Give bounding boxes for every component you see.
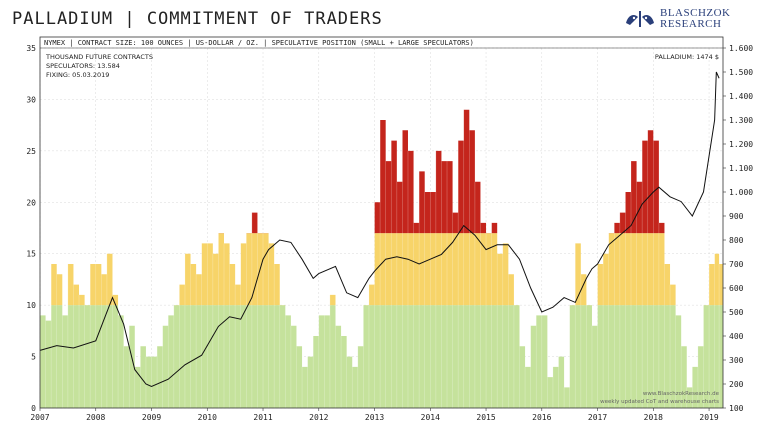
x-axis-ticks: 2007 2008 2009 2010 2011 2012 2013 2014 2015 2016… — [30, 408, 719, 422]
y-right-tick-label: 1.100 — [729, 164, 753, 173]
annotation-fixing: FIXING: 05.03.2019 — [46, 71, 109, 79]
y-left-tick-label: 10 — [26, 301, 36, 310]
y-right-tick-label: 1.400 — [729, 92, 753, 101]
y-left-tick-label: 15 — [26, 250, 36, 259]
watermark-url: www.BlaschzokResearch.de — [643, 391, 720, 397]
y-right-tick-label: 1.200 — [729, 140, 753, 149]
x-tick-label: 2015 — [476, 413, 495, 422]
palladium-price-line — [39, 71, 720, 387]
watermark-subtitle: weekly updated CoT and warehouse charts — [600, 399, 719, 405]
chart-title: PALLADIUM | COMMITMENT OF TRADERS — [12, 9, 383, 29]
y-right-tick-label: 400 — [729, 332, 744, 341]
speculators-band — [40, 233, 723, 306]
x-tick-label: 2017 — [588, 413, 607, 422]
y-right-tick-label: 1.000 — [729, 188, 753, 197]
x-tick-label: 2018 — [644, 413, 663, 422]
x-tick-label: 2019 — [699, 413, 718, 422]
plot-frame — [39, 36, 724, 409]
speculators-band — [40, 305, 723, 408]
y-right-tick-label: 1.300 — [729, 116, 753, 125]
y-right-tick-label: 600 — [729, 284, 744, 293]
y-left-tick-label: 30 — [26, 95, 36, 104]
x-tick-label: 2008 — [86, 413, 105, 422]
annotation-speculators: SPECULATORS: 13.584 — [46, 62, 120, 70]
logo-text-line2: RESEARCH — [660, 18, 722, 30]
x-tick-label: 2009 — [142, 413, 161, 422]
y-right-tick-label: 900 — [729, 212, 744, 221]
y-left-tick-label: 20 — [26, 198, 36, 207]
annotation-unit: THOUSAND FUTURE CONTRACTS — [45, 53, 153, 61]
y-left-tick-label: 5 — [31, 353, 36, 362]
x-tick-label: 2012 — [309, 413, 328, 422]
x-tick-label: 2007 — [30, 413, 49, 422]
x-tick-label: 2013 — [365, 413, 384, 422]
y-right-tick-label: 300 — [729, 356, 744, 365]
bull-bear-logo-icon — [624, 9, 656, 29]
price-label: PALLADIUM: 1474 $ — [655, 53, 719, 61]
y-right-tick-label: 1.500 — [729, 68, 753, 77]
y-right-tick-label: 1.600 — [729, 44, 753, 53]
speculators-band — [40, 109, 723, 234]
speculators-area — [40, 109, 723, 408]
y-left-tick-label: 0 — [31, 404, 36, 413]
logo-text-line1: BLASCHZOK — [660, 7, 731, 19]
y-right-tick-label: 100 — [729, 404, 744, 413]
x-tick-label: 2014 — [421, 413, 440, 422]
y-left-axis-ticks: 0 5 10 15 20 25 30 35 — [26, 44, 36, 413]
brand-logo: BLASCHZOK RESEARCH — [624, 6, 764, 32]
y-right-tick-label: 700 — [729, 260, 744, 269]
y-right-axis-ticks: 100 200 300 400 500 600 700 800 900 1.000 1.100 1.2… — [723, 44, 753, 413]
price-line-group — [39, 71, 720, 387]
y-right-tick-label: 500 — [729, 308, 744, 317]
y-left-tick-label: 25 — [26, 147, 36, 156]
x-tick-label: 2016 — [532, 413, 551, 422]
speculators-bands — [40, 109, 723, 408]
x-tick-label: 2010 — [198, 413, 217, 422]
chart-header: NYMEX | CONTRACT SIZE: 100 OUNCES | US-D… — [44, 39, 474, 47]
y-right-tick-label: 800 — [729, 236, 744, 245]
x-tick-label: 2011 — [253, 413, 272, 422]
y-right-tick-label: 200 — [729, 380, 744, 389]
y-left-tick-label: 35 — [26, 44, 36, 53]
